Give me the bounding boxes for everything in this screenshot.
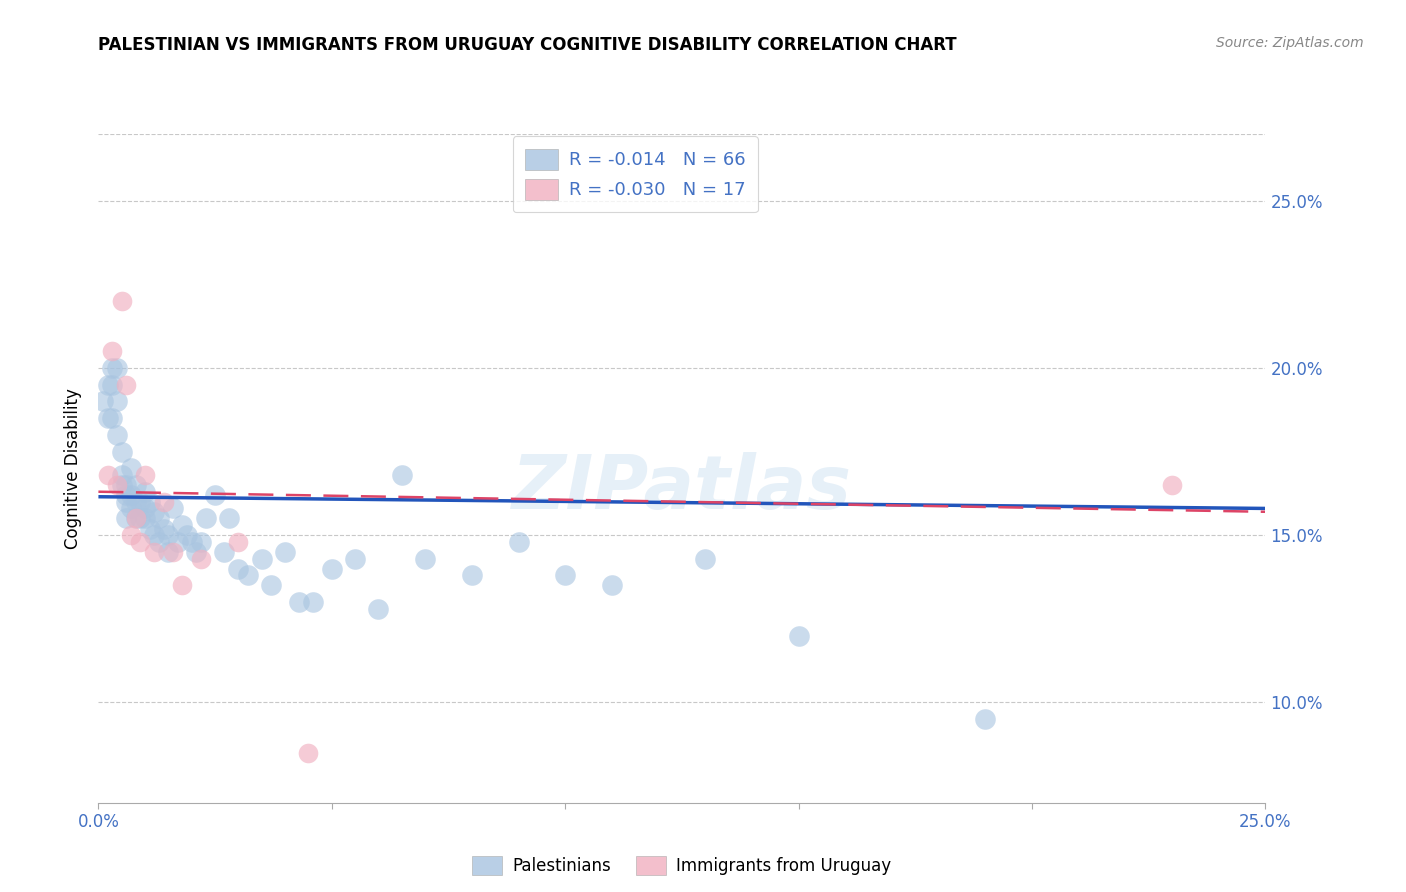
Point <box>787 629 810 643</box>
Point <box>180 535 202 549</box>
Point <box>115 377 138 392</box>
Point <box>461 568 484 582</box>
Point <box>190 551 212 566</box>
Point <box>97 468 120 483</box>
Point <box>250 551 273 566</box>
Point <box>288 595 311 609</box>
Point <box>111 478 134 492</box>
Point <box>105 478 128 492</box>
Point <box>120 501 142 516</box>
Point <box>1161 478 1184 492</box>
Point <box>101 411 124 425</box>
Point <box>166 535 188 549</box>
Point <box>129 511 152 525</box>
Point <box>105 361 128 376</box>
Point <box>105 394 128 409</box>
Point <box>274 545 297 559</box>
Point <box>157 545 180 559</box>
Point <box>162 545 184 559</box>
Point <box>115 511 138 525</box>
Text: Source: ZipAtlas.com: Source: ZipAtlas.com <box>1216 36 1364 50</box>
Point <box>101 377 124 392</box>
Point <box>152 521 174 535</box>
Point <box>120 461 142 475</box>
Point <box>367 602 389 616</box>
Point <box>111 468 134 483</box>
Point <box>134 501 156 516</box>
Point <box>120 488 142 502</box>
Point <box>600 578 623 592</box>
Point <box>97 377 120 392</box>
Point <box>129 494 152 508</box>
Point <box>97 411 120 425</box>
Point <box>214 545 236 559</box>
Point <box>228 562 250 576</box>
Point <box>143 528 166 542</box>
Point <box>143 505 166 519</box>
Point <box>143 545 166 559</box>
Point <box>695 551 717 566</box>
Point <box>125 494 148 508</box>
Legend: Palestinians, Immigrants from Uruguay: Palestinians, Immigrants from Uruguay <box>465 849 898 881</box>
Text: PALESTINIAN VS IMMIGRANTS FROM URUGUAY COGNITIVE DISABILITY CORRELATION CHART: PALESTINIAN VS IMMIGRANTS FROM URUGUAY C… <box>98 36 957 54</box>
Point <box>172 578 194 592</box>
Point <box>101 361 124 376</box>
Point <box>302 595 325 609</box>
Point <box>413 551 436 566</box>
Point <box>228 535 250 549</box>
Point <box>129 535 152 549</box>
Point <box>125 511 148 525</box>
Point <box>190 535 212 549</box>
Point <box>218 511 240 525</box>
Point <box>344 551 367 566</box>
Point <box>554 568 576 582</box>
Point <box>974 712 997 726</box>
Point <box>204 488 226 502</box>
Point <box>148 535 170 549</box>
Point <box>101 344 124 359</box>
Point <box>134 511 156 525</box>
Point <box>186 545 208 559</box>
Point <box>115 478 138 492</box>
Point <box>115 494 138 508</box>
Point <box>115 488 138 502</box>
Point <box>152 494 174 508</box>
Y-axis label: Cognitive Disability: Cognitive Disability <box>65 388 83 549</box>
Point <box>120 528 142 542</box>
Point <box>391 468 413 483</box>
Point <box>172 518 194 533</box>
Point <box>105 428 128 442</box>
Point <box>260 578 283 592</box>
Point <box>508 535 530 549</box>
Point <box>125 478 148 492</box>
Point <box>162 501 184 516</box>
Point <box>139 494 162 508</box>
Point <box>111 294 134 309</box>
Point <box>148 511 170 525</box>
Point <box>134 468 156 483</box>
Point <box>134 484 156 499</box>
Point <box>321 562 343 576</box>
Point <box>91 394 114 409</box>
Point <box>139 521 162 535</box>
Point <box>194 511 217 525</box>
Point <box>125 511 148 525</box>
Text: ZIPatlas: ZIPatlas <box>512 452 852 524</box>
Point <box>236 568 259 582</box>
Point <box>176 528 198 542</box>
Point <box>297 746 319 760</box>
Point <box>157 528 180 542</box>
Point <box>111 444 134 458</box>
